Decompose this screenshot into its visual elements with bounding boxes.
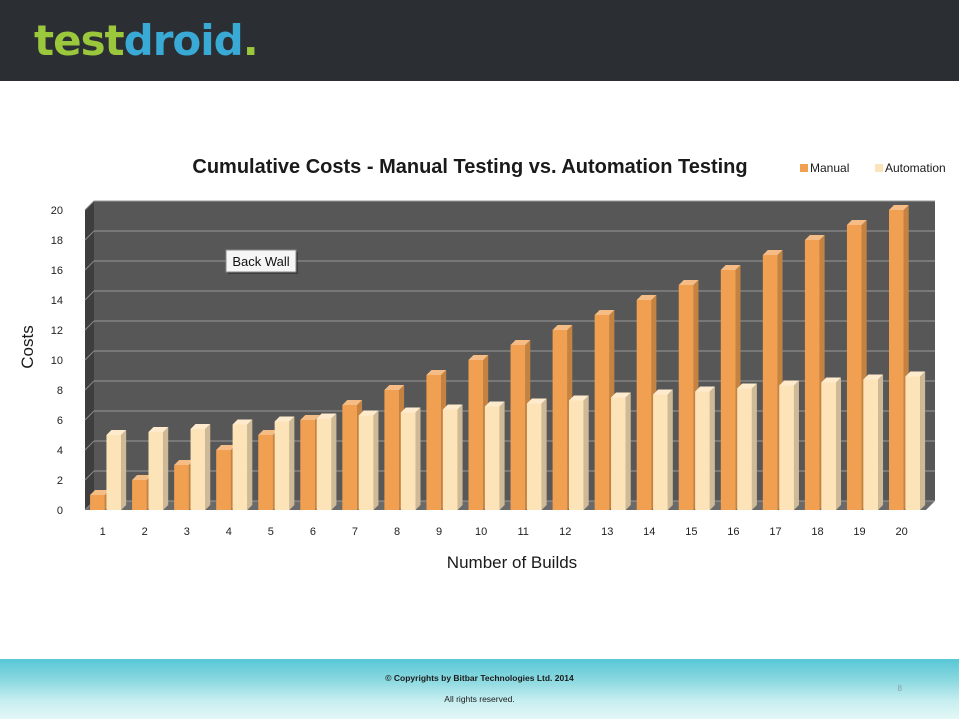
bar-automation bbox=[358, 410, 379, 510]
x-tick-label: 4 bbox=[226, 526, 232, 538]
y-tick-label: 14 bbox=[51, 295, 63, 307]
y-tick-label: 6 bbox=[57, 415, 63, 427]
rights-text: All rights reserved. bbox=[444, 694, 515, 704]
x-tick-label: 19 bbox=[853, 526, 865, 538]
gridline-side bbox=[84, 440, 95, 451]
x-tick-label: 3 bbox=[184, 526, 190, 538]
bar-automation bbox=[568, 395, 589, 510]
bar-automation bbox=[653, 389, 673, 510]
bar-automation bbox=[863, 374, 884, 510]
x-tick-label: 12 bbox=[559, 526, 571, 538]
x-tick-label: 13 bbox=[601, 526, 613, 538]
gridline-side bbox=[84, 380, 95, 391]
y-tick-label: 12 bbox=[51, 325, 63, 337]
x-tick-label: 6 bbox=[310, 526, 316, 538]
gridline-side bbox=[84, 200, 95, 211]
chart-container: Cumulative Costs - Manual Testing vs. Au… bbox=[0, 140, 959, 580]
x-tick-label: 17 bbox=[769, 526, 781, 538]
x-tick-label: 11 bbox=[517, 526, 528, 538]
back-wall-callout: Back Wall bbox=[225, 249, 298, 274]
bar-automation bbox=[737, 383, 757, 510]
logo-text-droid: droid bbox=[123, 16, 244, 65]
legend-swatch bbox=[800, 164, 808, 172]
x-tick-label: 1 bbox=[100, 526, 106, 538]
gridline-side bbox=[84, 350, 95, 361]
y-tick-label: 20 bbox=[51, 205, 63, 217]
y-axis-label: Costs bbox=[18, 325, 37, 368]
legend-label: Automation bbox=[885, 161, 946, 175]
bar-automation bbox=[148, 427, 169, 510]
gridline-side bbox=[84, 470, 95, 481]
x-tick-label: 5 bbox=[268, 526, 274, 538]
footer-bar: © Copyrights by Bitbar Technologies Ltd.… bbox=[0, 659, 959, 719]
x-tick-label: 18 bbox=[811, 526, 823, 538]
bar-automation bbox=[106, 430, 127, 510]
logo-dot: . bbox=[242, 16, 259, 65]
x-tick-label: 7 bbox=[352, 526, 358, 538]
y-tick-label: 0 bbox=[57, 505, 63, 517]
bar-automation bbox=[526, 398, 547, 510]
y-tick-label: 10 bbox=[51, 355, 63, 367]
x-tick-label: 8 bbox=[394, 526, 400, 538]
y-tick-label: 18 bbox=[51, 235, 63, 247]
gridline-side bbox=[84, 320, 95, 331]
bar-automation bbox=[316, 413, 337, 510]
testdroid-logo: testdroid. bbox=[34, 14, 259, 68]
x-tick-label: 15 bbox=[685, 526, 697, 538]
header-bar: testdroid. bbox=[0, 0, 959, 81]
x-tick-label: 20 bbox=[895, 526, 907, 538]
logo-text-test: test bbox=[34, 16, 125, 65]
x-axis-label: Number of Builds bbox=[447, 553, 577, 572]
bar-automation bbox=[232, 419, 253, 510]
bar-automation bbox=[821, 377, 842, 510]
y-tick-label: 8 bbox=[57, 385, 63, 397]
bar-automation bbox=[779, 380, 799, 510]
x-tick-label: 10 bbox=[475, 526, 487, 538]
chart-title: Cumulative Costs - Manual Testing vs. Au… bbox=[192, 156, 747, 178]
bar-automation bbox=[274, 416, 295, 510]
bar-automation bbox=[905, 371, 926, 510]
x-tick-label: 14 bbox=[643, 526, 655, 538]
chart-legend: Manual Automation bbox=[800, 161, 946, 175]
annotation-text: Back Wall bbox=[232, 254, 289, 269]
gridline-side bbox=[84, 230, 95, 241]
y-tick-label: 4 bbox=[57, 445, 63, 457]
bar-automation bbox=[190, 424, 211, 510]
bar-automation bbox=[695, 386, 715, 510]
cost-chart: Cumulative Costs - Manual Testing vs. Au… bbox=[18, 156, 946, 572]
y-tick-label: 16 bbox=[51, 265, 63, 277]
bar-automation bbox=[484, 401, 505, 510]
gridline-side bbox=[84, 410, 95, 421]
bar-automation bbox=[611, 392, 631, 510]
bar-automation bbox=[442, 404, 463, 510]
copyright-text: © Copyrights by Bitbar Technologies Ltd.… bbox=[385, 673, 574, 683]
y-tick-label: 2 bbox=[57, 475, 63, 487]
page-number: 8 bbox=[897, 684, 902, 693]
x-tick-label: 16 bbox=[727, 526, 739, 538]
x-tick-label: 2 bbox=[142, 526, 148, 538]
gridline-side bbox=[84, 290, 95, 301]
bar-automation bbox=[400, 407, 421, 510]
x-tick-label: 9 bbox=[436, 526, 442, 538]
legend-label: Manual bbox=[810, 161, 849, 175]
gridline-side bbox=[84, 260, 95, 271]
legend-swatch bbox=[875, 164, 883, 172]
